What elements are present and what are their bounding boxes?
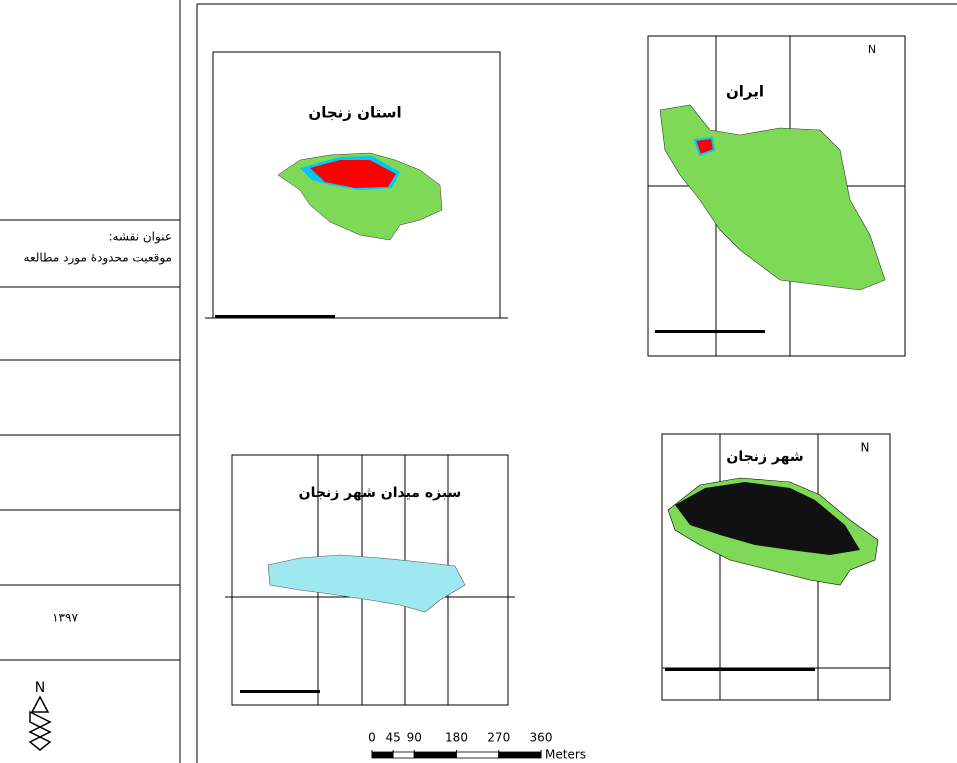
map-layout: عنوان نقشه: موقعیت محدودهٔ مورد مطالعه ۱… (0, 0, 957, 763)
scale-bar-small (240, 690, 320, 693)
scale-bar-small (655, 330, 765, 333)
scale-segment (372, 752, 393, 758)
panel-title: ایران (726, 83, 764, 101)
scale-bar-small (665, 668, 815, 671)
scale-segment (499, 752, 541, 758)
panel-title: استان زنجان (308, 104, 401, 122)
scale-tick-label: 90 (407, 731, 422, 745)
scale-tick-label: 180 (445, 731, 468, 745)
scale-tick-label: 270 (487, 731, 510, 745)
scale-segment (414, 752, 456, 758)
scale-tick-label: 45 (385, 731, 400, 745)
north-label: N (868, 43, 876, 56)
scale-bar-small (215, 315, 335, 318)
north-label: N (861, 441, 870, 455)
scale-unit: Meters (545, 748, 586, 762)
map-title: موقعیت محدودهٔ مورد مطالعه (24, 251, 172, 266)
scale-tick-label: 0 (368, 731, 376, 745)
background (0, 0, 957, 763)
north-label: N (35, 680, 45, 696)
panel-title: سبزه میدان شهر زنجان (299, 485, 462, 501)
panel-title: شهر زنجان (726, 449, 803, 465)
scale-segment (457, 752, 499, 758)
scale-tick-label: 360 (530, 731, 553, 745)
page: {"sidebar": {"map_title_label": "عنوان ن… (0, 0, 957, 763)
year: ۱۳۹۷ (52, 611, 78, 625)
scale-segment (393, 752, 414, 758)
map-title-label: عنوان نقشه: (108, 230, 172, 245)
